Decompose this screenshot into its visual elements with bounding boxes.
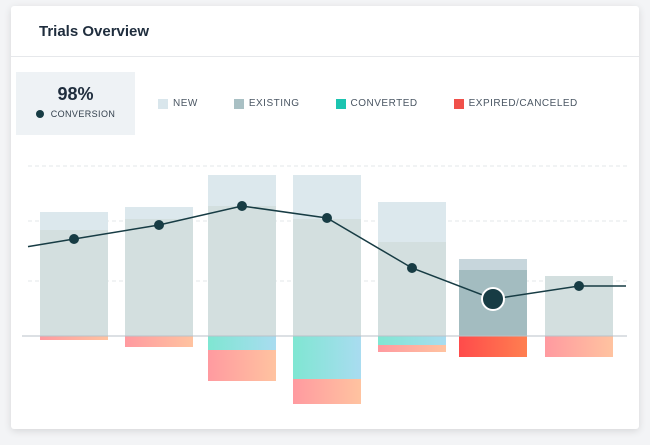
legend-item-expired[interactable]: EXPIRED/CANCELED	[453, 98, 578, 109]
chart-legend: NEW EXISTING CONVERTED EXPIRED/CANCELED	[158, 98, 578, 109]
conversion-point-6	[574, 281, 584, 291]
bar-expired-1	[125, 336, 193, 347]
conversion-point-0	[69, 234, 79, 244]
bar-existing-0	[40, 230, 108, 336]
kpi-label-row: CONVERSION	[16, 109, 135, 119]
legend-swatch-new	[158, 98, 168, 109]
conversion-point-highlight	[481, 287, 505, 311]
legend-label-converted: CONVERTED	[350, 98, 418, 109]
bar-new-5	[459, 259, 527, 270]
conversion-point-2	[237, 201, 247, 211]
card-header: Trials Overview	[11, 6, 639, 57]
legend-label-existing: EXISTING	[248, 98, 300, 109]
legend-label-new: NEW	[173, 98, 198, 109]
legend-item-converted[interactable]: CONVERTED	[335, 98, 418, 109]
conversion-point-3	[322, 213, 332, 223]
bar-expired-2	[208, 350, 276, 381]
bar-new-0	[40, 212, 108, 230]
legend-swatch-converted	[335, 98, 346, 109]
kpi-label: CONVERSION	[50, 109, 116, 119]
bar-existing-2	[208, 206, 276, 336]
conversion-point-1	[154, 220, 164, 230]
bar-converted-2	[208, 336, 276, 350]
bar-existing-4	[378, 242, 446, 336]
card-title: Trials Overview	[39, 22, 150, 40]
bar-new-3	[293, 175, 361, 219]
bar-new-1	[125, 207, 193, 219]
bar-expired-0	[40, 336, 108, 340]
bar-new-4	[378, 202, 446, 242]
legend-item-new[interactable]: NEW	[158, 98, 198, 109]
bar-existing-1	[125, 219, 193, 336]
bar-expired-4	[378, 345, 446, 352]
bar-new-2	[208, 175, 276, 206]
bar-expired-6	[545, 336, 613, 357]
conversion-kpi: 98% CONVERSION	[16, 72, 135, 135]
bar-existing-3	[293, 219, 361, 336]
conversion-dot-icon	[35, 110, 44, 118]
bar-expired-5	[459, 336, 527, 357]
legend-swatch-expired	[453, 98, 464, 109]
legend-item-existing[interactable]: EXISTING	[233, 98, 300, 109]
legend-swatch-existing	[233, 98, 244, 109]
kpi-value: 98%	[57, 84, 94, 104]
bar-expired-3	[293, 379, 361, 404]
conversion-point-4	[407, 263, 417, 273]
bar-converted-3	[293, 336, 361, 379]
legend-label-expired: EXPIRED/CANCELED	[468, 98, 578, 109]
bar-converted-4	[378, 336, 446, 345]
